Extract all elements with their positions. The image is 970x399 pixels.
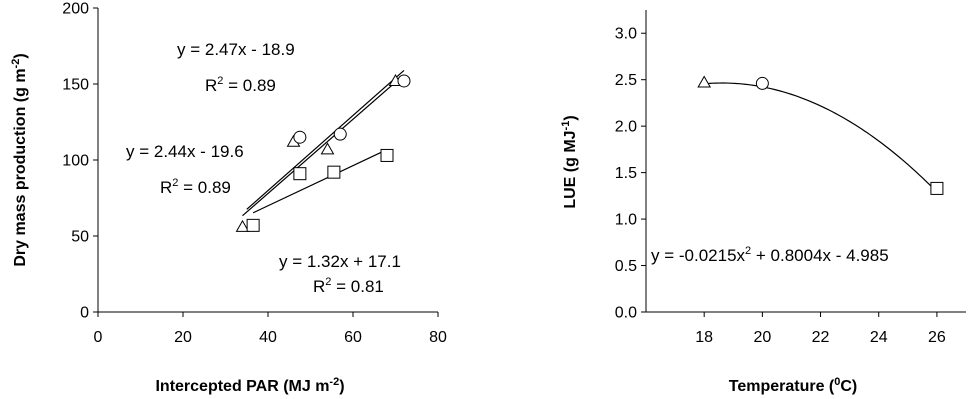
x-tick-label: 0 [94, 329, 103, 346]
chart1-ticks: 0 50 100 150 200 0 20 40 60 80 [62, 1, 447, 347]
point-square [246, 218, 260, 232]
y-tick-label: 150 [62, 77, 89, 94]
r2-sup: 2 [325, 276, 331, 288]
y-tick-label: 0 [80, 305, 89, 322]
point-square [327, 165, 341, 179]
r2-label: R [160, 178, 172, 197]
x-tick-label: 40 [259, 329, 277, 346]
point-square [380, 148, 394, 162]
x-tick-label: 24 [870, 329, 888, 346]
x-tick-label: 20 [174, 329, 192, 346]
y-tick-label: 0.0 [615, 305, 637, 322]
chart1-r2-triangle: R2 = 0.89 [160, 177, 231, 197]
r2-value: = 0.89 [178, 178, 230, 197]
r2-value: = 0.81 [331, 277, 383, 296]
y-tick-label: 1.5 [615, 165, 637, 182]
chart1-points [235, 73, 411, 232]
chart-dry-mass: 0 50 100 150 200 0 20 40 60 80 y = 2.47x - 18.9 R… [10, 1, 447, 396]
x-tick-label: 22 [812, 329, 830, 346]
point-triangle [235, 219, 250, 232]
trendline-square [252, 149, 388, 214]
r2-sup: 2 [217, 75, 223, 87]
y-tick-label: 200 [62, 1, 89, 18]
point-circle [397, 74, 411, 88]
y-tick-label: 2.5 [615, 72, 637, 89]
chart1-eq-square: y = 1.32x + 17.1 [279, 252, 401, 271]
y-tick-label: 100 [62, 153, 89, 170]
trendline-triangle [242, 81, 396, 217]
chart2-trendline [704, 82, 938, 193]
point-circle [755, 76, 769, 90]
trend-curve [704, 82, 938, 193]
y-tick-label: 0.5 [615, 258, 637, 275]
chart2-points [697, 75, 944, 195]
r2-value: = 0.89 [223, 76, 275, 95]
trendline-circle [246, 69, 405, 210]
y-tick-label: 1.0 [615, 212, 637, 229]
chart2-x-axis-title: Temperature (0C) [729, 376, 858, 395]
chart2-y-axis-title: LUE (g MJ-1) [560, 115, 579, 208]
chart2-equation: y = -0.0215x2 + 0.8004x - 4.985 [651, 245, 889, 265]
y-tick-label: 2.0 [615, 119, 637, 136]
chart1-x-axis-title: Intercepted PAR (MJ m-2) [155, 376, 344, 395]
point-circle [333, 127, 347, 141]
x-tick-label: 60 [344, 329, 362, 346]
chart1-r2-circle: R2 = 0.89 [205, 75, 276, 95]
y-tick-label: 50 [71, 229, 89, 246]
point-triangle [320, 142, 335, 155]
x-tick-label: 18 [695, 329, 713, 346]
point-circle [293, 130, 307, 144]
r2-label: R [313, 277, 325, 296]
x-tick-label: 80 [429, 329, 447, 346]
chart1-trendlines [242, 69, 405, 217]
chart2-axes [645, 10, 966, 313]
x-tick-label: 20 [753, 329, 771, 346]
chart1-r2-square: R2 = 0.81 [313, 276, 384, 296]
point-square [930, 181, 944, 195]
chart2-ticks: 0.0 0.5 1.0 1.5 2.0 2.5 3.0 18 20 22 24 26 [615, 26, 946, 346]
chart1-eq-circle: y = 2.47x - 18.9 [177, 40, 295, 59]
point-triangle [697, 75, 712, 88]
y-tick-label: 3.0 [615, 26, 637, 43]
r2-label: R [205, 76, 217, 95]
chart1-eq-triangle: y = 2.44x - 19.6 [126, 142, 244, 161]
point-square [293, 167, 307, 181]
chart-lue: 0.0 0.5 1.0 1.5 2.0 2.5 3.0 18 20 22 24 26 y = -0.0… [560, 10, 966, 395]
chart1-y-axis-title: Dry mass production (g m-2) [10, 53, 29, 266]
r2-sup: 2 [172, 177, 178, 189]
x-tick-label: 26 [928, 329, 946, 346]
